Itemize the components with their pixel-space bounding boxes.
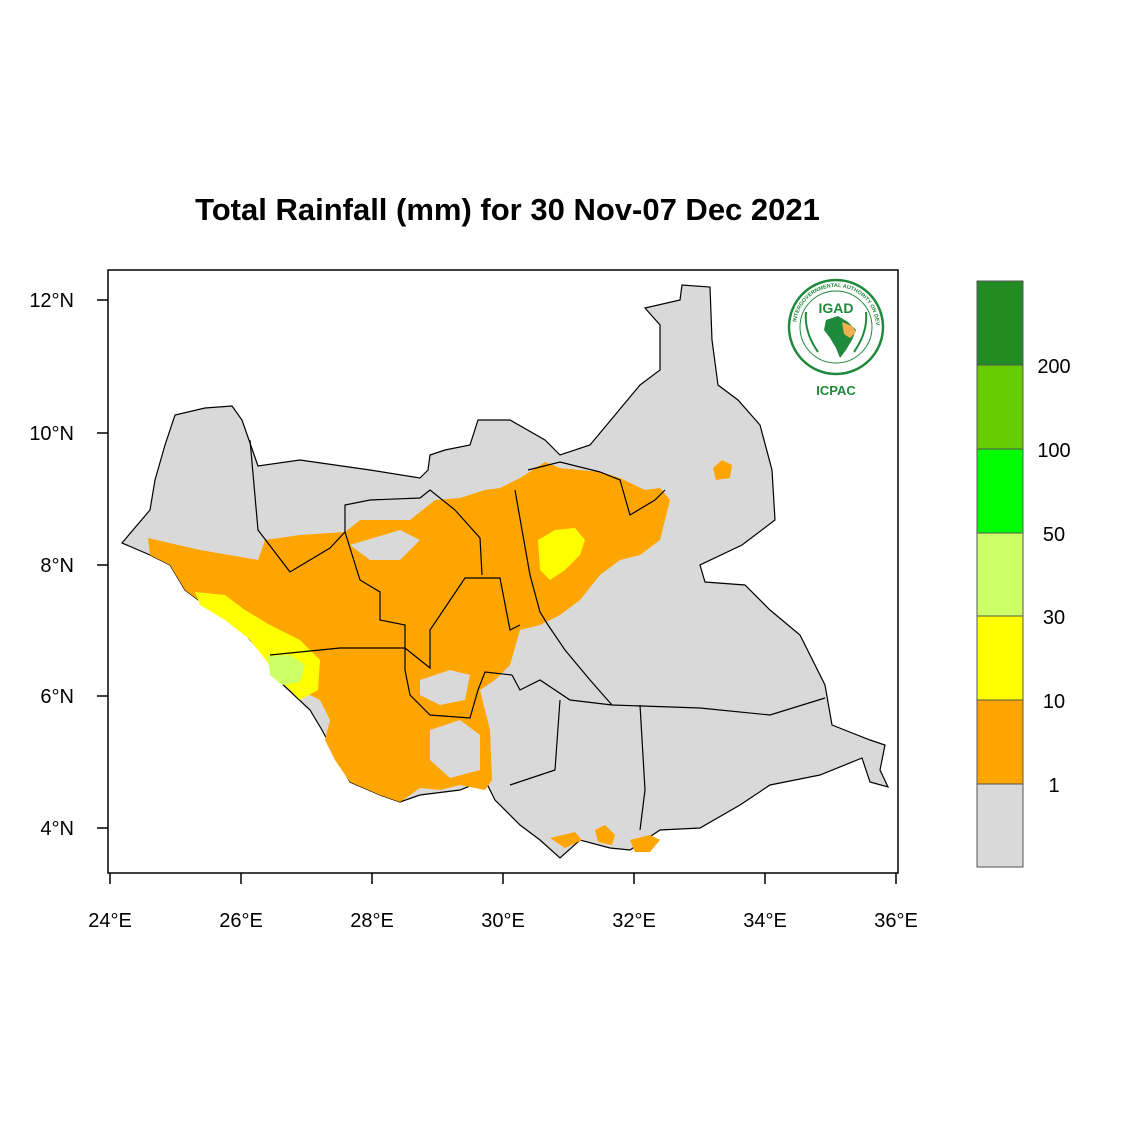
- igad-icpac-logo: INTERGOVERNMENTAL AUTHORITY ON DEVELOPME…: [0, 0, 885, 398]
- rain-orange-south-spot-2: [630, 835, 660, 852]
- rain-orange-south-spot-3: [550, 832, 582, 848]
- x-tick-label-28e: 28°E: [350, 910, 394, 932]
- legend-swatch-50-100: [976, 448, 1024, 534]
- legend-label-50: 50: [1043, 524, 1065, 546]
- no-rain-hole-1: [420, 670, 470, 705]
- y-axis-ticks: [97, 299, 108, 829]
- y-tick-label-6n: 6°N: [40, 686, 74, 708]
- x-tick-label-34e: 34°E: [743, 910, 787, 932]
- laurel-icon: [804, 311, 868, 353]
- x-tick-label-36e: 36°E: [874, 910, 918, 932]
- legend-swatch-below-1: [976, 783, 1024, 868]
- map-title: Total Rainfall (mm) for 30 Nov-07 Dec 20…: [195, 192, 820, 227]
- state-boundaries: [249, 439, 826, 831]
- legend-label-1: 1: [1048, 775, 1059, 797]
- legend-swatch-30-50: [976, 532, 1024, 617]
- rain-orange-east-spot: [713, 460, 732, 480]
- rain-lightgreen-west: [268, 655, 305, 685]
- legend-label-30: 30: [1043, 607, 1065, 629]
- x-axis-ticks: [109, 873, 897, 884]
- y-tick-label-8n: 8°N: [40, 555, 74, 577]
- rain-orange-sw-patch: [330, 690, 400, 790]
- logo-igad-text: IGAD: [819, 300, 854, 316]
- no-rain-hole-2: [430, 720, 480, 778]
- color-legend: [976, 280, 1024, 868]
- legend-swatch-1-10: [976, 699, 1024, 785]
- logo-ring-text: INTERGOVERNMENTAL AUTHORITY ON DEVELOPME…: [0, 0, 880, 326]
- legend-swatch-10-30: [976, 615, 1024, 701]
- y-tick-label-12n: 12°N: [29, 290, 74, 312]
- x-tick-label-26e: 26°E: [219, 910, 263, 932]
- rain-yellow-northeast: [538, 528, 585, 580]
- logo-icpac-text: ICPAC: [816, 383, 856, 398]
- legend-label-100: 100: [1037, 440, 1070, 462]
- y-tick-label-4n: 4°N: [40, 818, 74, 840]
- no-rain-hole-3: [350, 530, 420, 560]
- legend-label-200: 200: [1037, 356, 1070, 378]
- x-tick-label-24e: 24°E: [88, 910, 132, 932]
- legend-label-10: 10: [1043, 691, 1065, 713]
- rain-orange-south-spot-1: [595, 825, 615, 845]
- x-tick-label-32e: 32°E: [612, 910, 656, 932]
- igad-region-icon: [842, 322, 856, 338]
- y-tick-label-10n: 10°N: [29, 423, 74, 445]
- x-tick-label-30e: 30°E: [481, 910, 525, 932]
- legend-swatch-200-plus: [976, 280, 1024, 366]
- legend-swatch-100-200: [976, 364, 1024, 450]
